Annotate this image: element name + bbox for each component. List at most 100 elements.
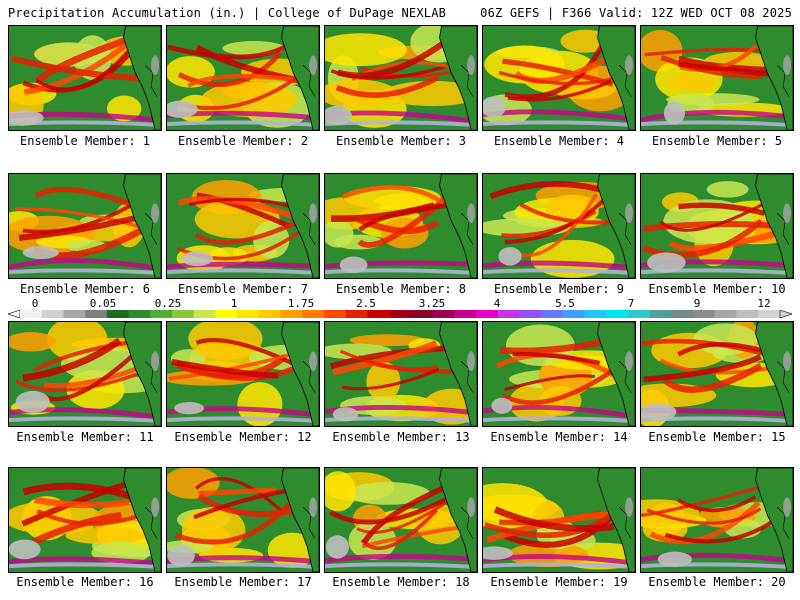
ensemble-map-panel xyxy=(166,321,320,427)
colorbar-segment xyxy=(628,310,651,318)
precipitation-field-map xyxy=(325,468,477,572)
colorbar-segment xyxy=(649,310,672,318)
precipitation-field-map xyxy=(167,26,319,130)
colorbar-segment xyxy=(302,310,325,318)
ensemble-member-label: Ensemble Member: 1 xyxy=(19,134,151,148)
ensemble-map-panel xyxy=(324,321,478,427)
precipitation-field-map xyxy=(9,174,161,278)
colorbar-segment xyxy=(693,310,716,318)
ensemble-member-label: Ensemble Member: 14 xyxy=(490,430,628,444)
ensemble-map-panel xyxy=(324,173,478,279)
colorbar-segment xyxy=(432,310,455,318)
precipitation-field-map xyxy=(483,468,635,572)
colorbar-tick-label: 1 xyxy=(230,297,238,310)
ensemble-member-label: Ensemble Member: 3 xyxy=(335,134,467,148)
ensemble-map-panel xyxy=(8,173,162,279)
colorbar-segment xyxy=(454,310,477,318)
colorbar-segment xyxy=(476,310,499,318)
ensemble-map-panel xyxy=(640,25,794,131)
colorbar-segment xyxy=(541,310,564,318)
ensemble-map-panel xyxy=(324,25,478,131)
ensemble-member-label: Ensemble Member: 15 xyxy=(648,430,786,444)
ensemble-map-panel xyxy=(482,25,636,131)
precipitation-field-map xyxy=(483,26,635,130)
ensemble-map-panel xyxy=(482,321,636,427)
colorbar-segment xyxy=(41,310,64,318)
colorbar-segment xyxy=(671,310,694,318)
ensemble-member-label: Ensemble Member: 7 xyxy=(177,282,309,296)
colorbar-segment xyxy=(736,310,759,318)
precipitation-field-map xyxy=(9,322,161,426)
colorbar-segment xyxy=(106,310,130,318)
colorbar-tick-label: 5.5 xyxy=(555,297,575,310)
colorbar-tick-label: 0 xyxy=(31,297,39,310)
colorbar-segment xyxy=(714,310,738,318)
precipitation-field-map xyxy=(325,26,477,130)
ensemble-member-label: Ensemble Member: 17 xyxy=(174,575,312,589)
ensemble-member-label: Ensemble Member: 4 xyxy=(493,134,625,148)
colorbar-segment xyxy=(280,310,303,318)
colorbar-segment xyxy=(758,310,781,318)
ensemble-map-panel xyxy=(166,25,320,131)
colorbar-tick-label: 3.25 xyxy=(418,297,446,310)
colorbar-segment xyxy=(258,310,282,318)
colorbar-segment xyxy=(410,310,434,318)
precipitation-field-map xyxy=(325,322,477,426)
ensemble-map-panel xyxy=(324,467,478,573)
colorbar-segment xyxy=(345,310,368,318)
ensemble-map-panel xyxy=(640,173,794,279)
ensemble-member-label: Ensemble Member: 16 xyxy=(16,575,154,589)
ensemble-member-label: Ensemble Member: 11 xyxy=(16,430,154,444)
colorbar-segment xyxy=(237,310,260,318)
colorbar-tick-label: 2.5 xyxy=(356,297,376,310)
colorbar-segment xyxy=(519,310,542,318)
colorbar-tick-label: 7 xyxy=(627,297,635,310)
precipitation-field-map xyxy=(641,468,793,572)
ensemble-map-panel xyxy=(640,467,794,573)
ensemble-member-label: Ensemble Member: 18 xyxy=(332,575,470,589)
ensemble-map-panel xyxy=(8,467,162,573)
colorbar-segment xyxy=(193,310,216,318)
colorbar-tick-label: 0.05 xyxy=(89,297,117,310)
precipitation-field-map xyxy=(167,468,319,572)
ensemble-map-panel xyxy=(640,321,794,427)
colorbar-segment xyxy=(172,310,195,318)
ensemble-member-label: Ensemble Member: 10 xyxy=(648,282,786,296)
ensemble-map-panel xyxy=(482,173,636,279)
ensemble-member-label: Ensemble Member: 6 xyxy=(19,282,151,296)
model-run-label: 06Z GEFS | F366 Valid: 12Z WED OCT 08 20… xyxy=(480,6,792,20)
ensemble-member-label: Ensemble Member: 9 xyxy=(493,282,625,296)
ensemble-member-label: Ensemble Member: 2 xyxy=(177,134,309,148)
precipitation-colorbar xyxy=(8,310,792,318)
precipitation-field-map xyxy=(9,26,161,130)
ensemble-member-label: Ensemble Member: 8 xyxy=(335,282,467,296)
precipitation-field-map xyxy=(483,322,635,426)
colorbar-segment xyxy=(584,310,607,318)
colorbar-segment xyxy=(128,310,151,318)
colorbar-segment xyxy=(389,310,412,318)
map-title: Precipitation Accumulation (in.) | Colle… xyxy=(8,6,447,20)
precipitation-field-map xyxy=(641,174,793,278)
precipitation-field-map xyxy=(641,322,793,426)
ensemble-map-panel xyxy=(482,467,636,573)
colorbar-segment xyxy=(367,310,390,318)
ensemble-map-panel xyxy=(166,467,320,573)
ensemble-map-panel xyxy=(166,173,320,279)
colorbar-tick-label: 0.25 xyxy=(154,297,182,310)
colorbar-segment xyxy=(215,310,238,318)
precipitation-field-map xyxy=(325,174,477,278)
colorbar-tick-label: 4 xyxy=(493,297,501,310)
ensemble-map-panel xyxy=(8,321,162,427)
ensemble-map-panel xyxy=(8,25,162,131)
precipitation-field-map xyxy=(167,322,319,426)
ensemble-member-label: Ensemble Member: 5 xyxy=(651,134,783,148)
colorbar-segment xyxy=(497,310,520,318)
colorbar-tick-label: 12 xyxy=(757,297,771,310)
colorbar-segment xyxy=(324,310,347,318)
colorbar-segment xyxy=(562,310,586,318)
ensemble-member-label: Ensemble Member: 20 xyxy=(648,575,786,589)
colorbar-segment xyxy=(63,310,86,318)
precipitation-field-map xyxy=(641,26,793,130)
precipitation-field-map xyxy=(167,174,319,278)
colorbar-tick-label: 9 xyxy=(693,297,701,310)
